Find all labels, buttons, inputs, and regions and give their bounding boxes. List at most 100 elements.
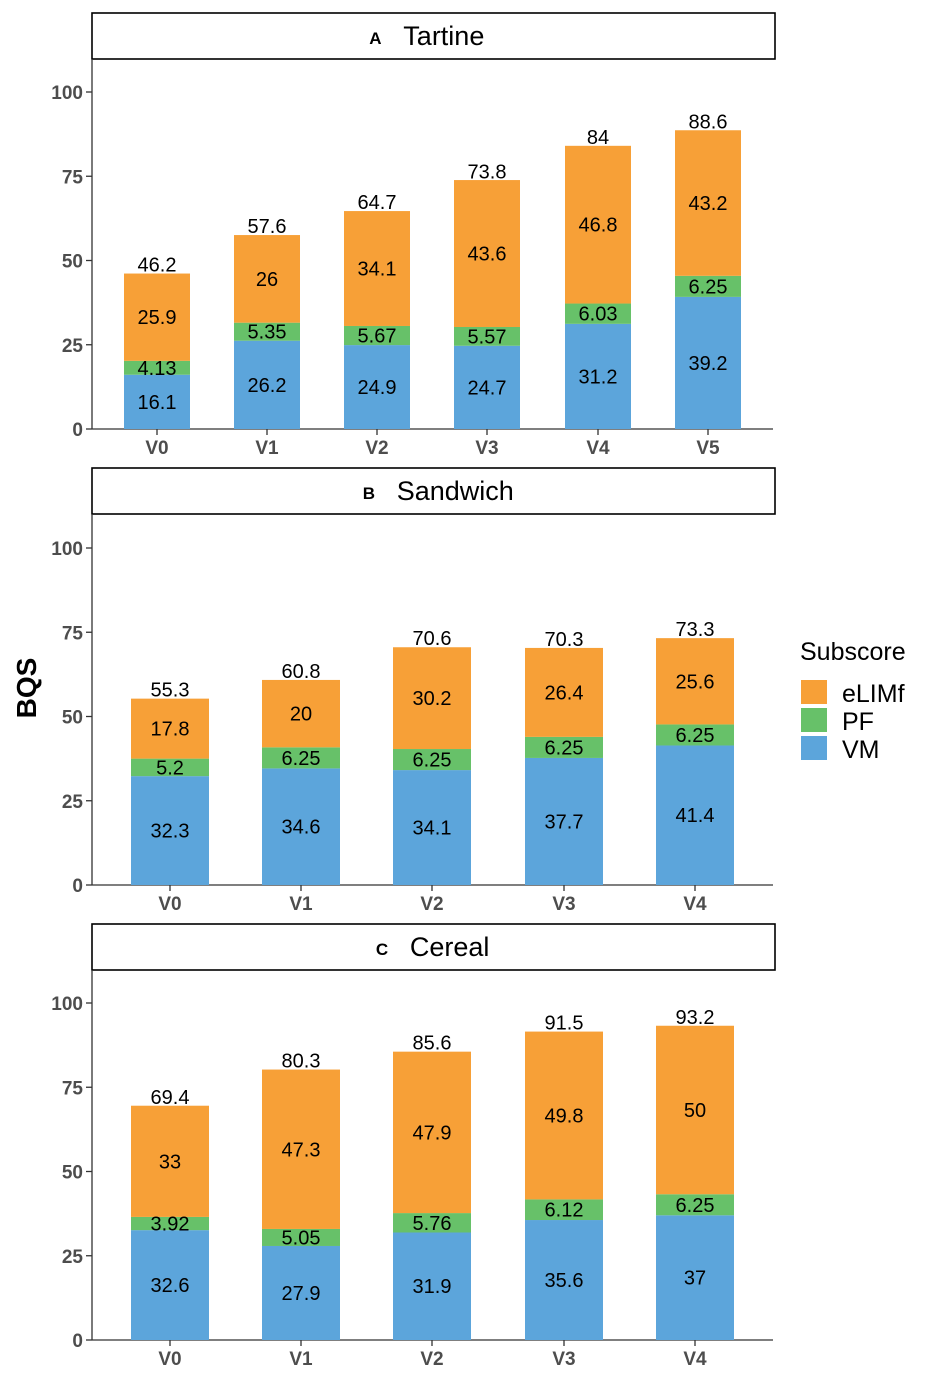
panel-strip [91, 12, 776, 60]
data-label-pf: 5.67 [358, 326, 397, 348]
bar-vm-v4 [565, 323, 631, 429]
total-label: 46.2 [138, 254, 177, 276]
x-tick-label: V2 [420, 1349, 443, 1370]
x-tick-label: V1 [289, 1349, 313, 1370]
y-tick-label: 75 [62, 1078, 84, 1099]
bar-pf-v0 [131, 758, 209, 777]
bar-pf-v4 [656, 1194, 734, 1216]
y-tick-label: 75 [62, 167, 84, 188]
total-label: 73.8 [468, 161, 507, 183]
legend-swatch-vm [801, 736, 827, 760]
bar-pf-v4 [656, 724, 734, 746]
bar-elimf-v0 [131, 698, 209, 759]
x-tick-label: V3 [475, 438, 498, 459]
bar-elimf-v0 [124, 273, 190, 361]
panel-title: Sandwich [397, 476, 514, 506]
total-label: 80.3 [282, 1050, 321, 1072]
x-tick-label: V5 [696, 438, 720, 459]
bar-vm-v1 [262, 768, 340, 885]
bar-elimf-v5 [675, 130, 741, 276]
data-label-pf: 6.25 [676, 725, 715, 747]
y-tick-label: 100 [51, 994, 83, 1015]
bar-elimf-v2 [393, 1051, 471, 1214]
data-label-pf: 6.25 [545, 737, 584, 759]
data-label-elimf: 20 [290, 704, 312, 726]
data-label-pf: 6.25 [282, 748, 321, 770]
bar-pf-v1 [262, 747, 340, 769]
data-label-vm: 34.6 [282, 817, 321, 839]
bar-pf-v3 [525, 736, 603, 758]
legend-swatch-elimf [801, 680, 827, 704]
data-label-pf: 6.25 [676, 1195, 715, 1217]
total-label: 85.6 [413, 1033, 452, 1055]
data-label-vm: 41.4 [676, 805, 715, 827]
data-label-elimf: 49.8 [545, 1105, 584, 1127]
data-label-pf: 5.05 [282, 1227, 321, 1249]
data-label-vm: 24.7 [468, 377, 507, 399]
data-label-pf: 5.76 [413, 1213, 452, 1235]
bar-vm-v4 [656, 1215, 734, 1340]
x-tick-label: V4 [683, 1349, 707, 1370]
legend-label-pf: PF [842, 708, 874, 736]
bar-elimf-v0 [131, 1105, 209, 1217]
data-label-elimf: 25.6 [676, 671, 715, 693]
x-tick-label: V4 [586, 438, 610, 459]
data-label-pf: 6.25 [413, 750, 452, 772]
data-label-pf: 5.2 [156, 757, 184, 779]
data-label-vm: 31.9 [413, 1276, 452, 1298]
data-label-vm: 34.1 [413, 818, 452, 840]
total-label: 93.2 [676, 1007, 715, 1029]
x-tick-label: V0 [145, 438, 168, 459]
data-label-elimf: 43.6 [468, 244, 507, 266]
data-label-elimf: 17.8 [151, 719, 190, 741]
y-axis-label: BQS [11, 658, 42, 719]
y-tick-label: 50 [62, 708, 83, 729]
bar-elimf-v4 [656, 638, 734, 725]
total-label: 70.6 [413, 628, 452, 650]
bar-pf-v0 [131, 1216, 209, 1231]
data-label-vm: 24.9 [358, 377, 397, 399]
data-label-vm: 37.7 [545, 811, 584, 833]
bar-vm-v5 [675, 296, 741, 429]
data-label-vm: 39.2 [689, 353, 728, 375]
data-label-pf: 6.25 [689, 276, 728, 298]
bar-vm-v0 [131, 776, 209, 885]
data-label-elimf: 33 [159, 1151, 181, 1173]
total-label: 55.3 [151, 680, 190, 702]
x-tick-label: V2 [420, 894, 443, 915]
data-label-pf: 4.13 [138, 358, 177, 380]
data-label-elimf: 25.9 [138, 307, 177, 329]
data-label-vm: 16.1 [138, 392, 177, 414]
bar-elimf-v1 [262, 679, 340, 748]
data-label-elimf: 26.4 [545, 682, 584, 704]
y-tick-label: 100 [51, 539, 83, 560]
x-tick-label: V0 [158, 1349, 181, 1370]
bar-vm-v2 [393, 1232, 471, 1340]
bar-pf-v2 [344, 325, 410, 346]
data-label-pf: 6.03 [579, 304, 618, 326]
data-label-vm: 27.9 [282, 1283, 321, 1305]
bar-elimf-v1 [262, 1069, 340, 1229]
data-label-vm: 32.6 [151, 1275, 190, 1297]
total-label: 91.5 [545, 1013, 584, 1035]
panel-letter: C [376, 940, 388, 959]
data-label-elimf: 47.3 [282, 1139, 321, 1161]
bar-pf-v4 [565, 303, 631, 324]
panel-strip [91, 923, 776, 971]
data-label-elimf: 50 [684, 1100, 706, 1122]
bar-elimf-v2 [344, 211, 410, 326]
data-label-vm: 32.3 [151, 821, 190, 843]
y-tick-label: 0 [72, 420, 83, 441]
bar-vm-v0 [131, 1230, 209, 1340]
bar-elimf-v4 [656, 1025, 734, 1195]
bar-elimf-v2 [393, 647, 471, 750]
data-label-elimf: 34.1 [358, 259, 397, 281]
x-tick-label: V0 [158, 894, 181, 915]
data-label-pf: 3.92 [151, 1214, 190, 1236]
bar-vm-v2 [393, 770, 471, 885]
y-tick-label: 75 [62, 623, 84, 644]
data-label-pf: 5.57 [468, 326, 507, 348]
panel-cereal: C Cereal 0 25 50 75 100 32.6 3.92 33 69.4 V0 27.9 5.0… [51, 923, 776, 1370]
